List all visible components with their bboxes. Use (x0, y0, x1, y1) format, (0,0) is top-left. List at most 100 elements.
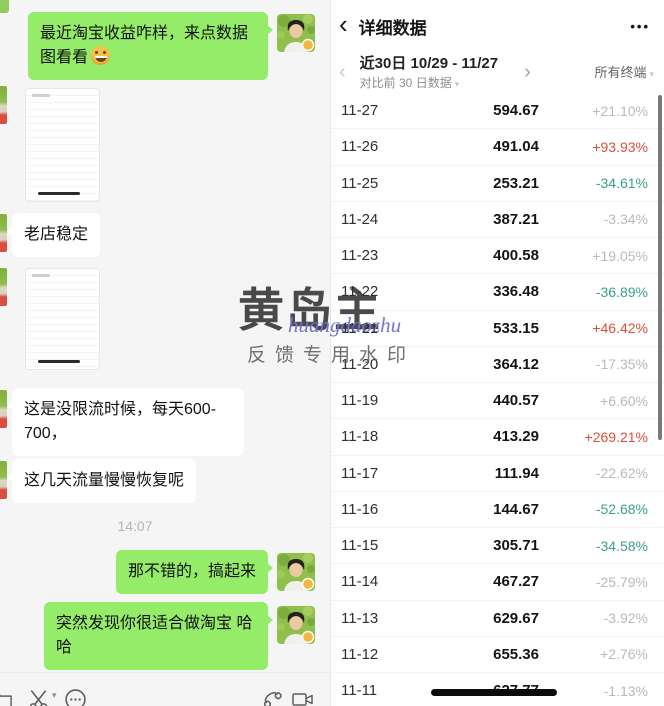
grin-emoji (91, 46, 111, 65)
row-value: 594.67 (493, 102, 539, 120)
chat-timestamp: 14:07 (117, 518, 153, 534)
row-date: 11-13 (341, 609, 379, 627)
table-row[interactable]: 11-22 336.48 -36.89% (331, 274, 664, 311)
video-call-icon[interactable] (291, 688, 314, 706)
date-range-block: 近30日 10/29 - 11/27 对比前 30 日数据 ▾ (360, 52, 498, 91)
chevron-down-icon[interactable]: ▾ (52, 690, 57, 700)
more-icon[interactable]: ••• (630, 18, 650, 34)
peer-avatar-sliver[interactable] (0, 268, 7, 306)
table-row[interactable]: 11-26 491.04 +93.93% (331, 129, 664, 166)
row-date: 11-26 (341, 138, 379, 156)
stats-panel: ‹ 详细数据 ••• ‹ 近30日 10/29 - 11/27 对比前 30 日… (330, 0, 664, 706)
row-change-percent: +93.93% (592, 138, 648, 155)
table-row[interactable]: 11-12 655.36 +2.76% (331, 637, 664, 673)
wechat-chat-panel: 最近淘宝收益咋样，来点数据图看看 老店稳定 (0, 0, 330, 706)
row-date: 11-11 (341, 682, 378, 700)
row-change-percent: +21.10% (592, 102, 648, 119)
table-row[interactable]: 11-16 144.67 -52.68% (331, 492, 664, 528)
chevron-down-icon: ▾ (649, 69, 654, 79)
avatar[interactable] (277, 553, 315, 591)
daily-stats-table: 11-27 594.67 +21.10% 11-26 491.04 +93.93… (331, 93, 664, 706)
peer-avatar-sliver[interactable] (0, 214, 7, 252)
page-title: 详细数据 (358, 18, 427, 38)
avatar-sliver-top (0, 0, 9, 13)
chat-bubble-received[interactable]: 老店稳定 (6, 213, 101, 257)
row-date: 11-18 (341, 428, 379, 446)
row-change-percent: +46.42% (592, 320, 648, 337)
row-value: 491.04 (493, 138, 539, 156)
prev-period-icon[interactable]: ‹ (339, 60, 346, 83)
avatar[interactable] (277, 606, 315, 644)
row-date: 11-25 (341, 174, 379, 192)
table-row[interactable]: 11-18 413.29 +269.21% (331, 419, 664, 456)
terminal-filter[interactable]: 所有终端 ▾ (594, 62, 654, 81)
row-value: 253.21 (493, 174, 539, 192)
date-range[interactable]: 近30日 10/29 - 11/27 (359, 55, 499, 72)
scrollbar[interactable] (658, 95, 662, 440)
chat-bubble-received[interactable]: 这是没限流时候，每天600-700， (7, 388, 244, 456)
chat-bubble-sent[interactable]: 那不错的，搞起来 (115, 550, 274, 594)
chat-bubble-sent[interactable]: 最近淘宝收益咋样，来点数据图看看 (28, 12, 273, 80)
row-change-percent: -52.68% (595, 501, 648, 518)
message-text: 最近淘宝收益咋样，来点数据图看看 (40, 25, 249, 66)
date-nav: ‹ 近30日 10/29 - 11/27 对比前 30 日数据 ▾ › 所有终端 ▾ (331, 52, 664, 91)
row-value: 336.48 (493, 283, 539, 301)
message-text: 突然发现你很适合做淘宝 哈哈 (56, 615, 253, 656)
row-date: 11-20 (341, 355, 379, 373)
row-value: 400.58 (493, 247, 539, 265)
stats-header: ‹ 详细数据 ••• (331, 0, 664, 52)
chat-image-thumbnail[interactable] (25, 88, 100, 202)
row-date: 11-16 (341, 500, 379, 518)
row-change-percent: -34.58% (595, 537, 648, 554)
row-value: 305.71 (493, 537, 539, 555)
table-row[interactable]: 11-25 253.21 -34.61% (331, 166, 664, 202)
row-change-percent: -25.79% (595, 573, 648, 590)
row-change-percent: -1.13% (603, 682, 648, 699)
row-value: 144.67 (493, 500, 539, 518)
row-change-percent: +6.60% (600, 392, 648, 409)
voice-call-icon[interactable] (261, 688, 284, 706)
peer-avatar-sliver[interactable] (0, 390, 7, 428)
table-row[interactable]: 11-24 387.21 -3.34% (331, 202, 664, 238)
table-row[interactable]: 11-20 364.12 -17.35% (331, 347, 664, 383)
row-change-percent: -36.89% (595, 283, 648, 300)
table-row[interactable]: 11-23 400.58 +19.05% (331, 238, 664, 275)
peer-avatar-sliver[interactable] (0, 461, 7, 499)
table-row[interactable]: 11-11 627.77 -1.13% (331, 673, 664, 706)
table-row[interactable]: 11-21 533.15 +46.42% (331, 311, 664, 347)
message-text: 那不错的，搞起来 (127, 563, 256, 580)
row-value: 533.15 (493, 319, 539, 337)
screenshot-scissors-icon[interactable] (28, 688, 51, 706)
row-change-percent: +19.05% (592, 247, 648, 264)
row-date: 11-15 (341, 537, 379, 555)
row-value: 387.21 (493, 210, 539, 228)
chat-bubble-received[interactable]: 这几天流量慢慢恢复呢 (6, 459, 197, 503)
table-row[interactable]: 11-19 440.57 +6.60% (331, 383, 664, 420)
row-date: 11-17 (341, 464, 379, 482)
table-row[interactable]: 11-15 305.71 -34.58% (331, 528, 664, 565)
table-row[interactable]: 11-27 594.67 +21.10% (331, 93, 664, 130)
row-value: 440.57 (493, 392, 539, 410)
table-row[interactable]: 11-13 629.67 -3.92% (331, 601, 664, 637)
row-date: 11-27 (341, 102, 379, 120)
back-icon[interactable]: ‹ (339, 9, 348, 39)
table-row[interactable]: 11-14 467.27 -25.79% (331, 564, 664, 601)
table-row[interactable]: 11-17 111.94 -22.62% (331, 456, 664, 492)
avatar[interactable] (277, 14, 315, 52)
row-value: 364.12 (493, 355, 539, 373)
row-value: 629.67 (493, 609, 539, 627)
message-text: 老店稳定 (24, 226, 89, 243)
peer-avatar-sliver[interactable] (0, 86, 7, 124)
chat-bubble-sent[interactable]: 突然发现你很适合做淘宝 哈哈 (44, 602, 273, 670)
compare-selector[interactable]: 对比前 30 日数据 ▾ (360, 74, 498, 91)
file-icon[interactable] (0, 688, 13, 706)
row-change-percent: +2.76% (600, 646, 648, 663)
row-change-percent: -34.61% (595, 175, 648, 192)
chat-image-thumbnail[interactable] (25, 268, 100, 370)
redaction-bar (431, 689, 557, 696)
row-change-percent: -22.62% (595, 465, 648, 482)
chat-history-icon[interactable] (64, 688, 87, 706)
row-value: 413.29 (493, 428, 539, 446)
next-period-icon[interactable]: › (524, 60, 531, 83)
